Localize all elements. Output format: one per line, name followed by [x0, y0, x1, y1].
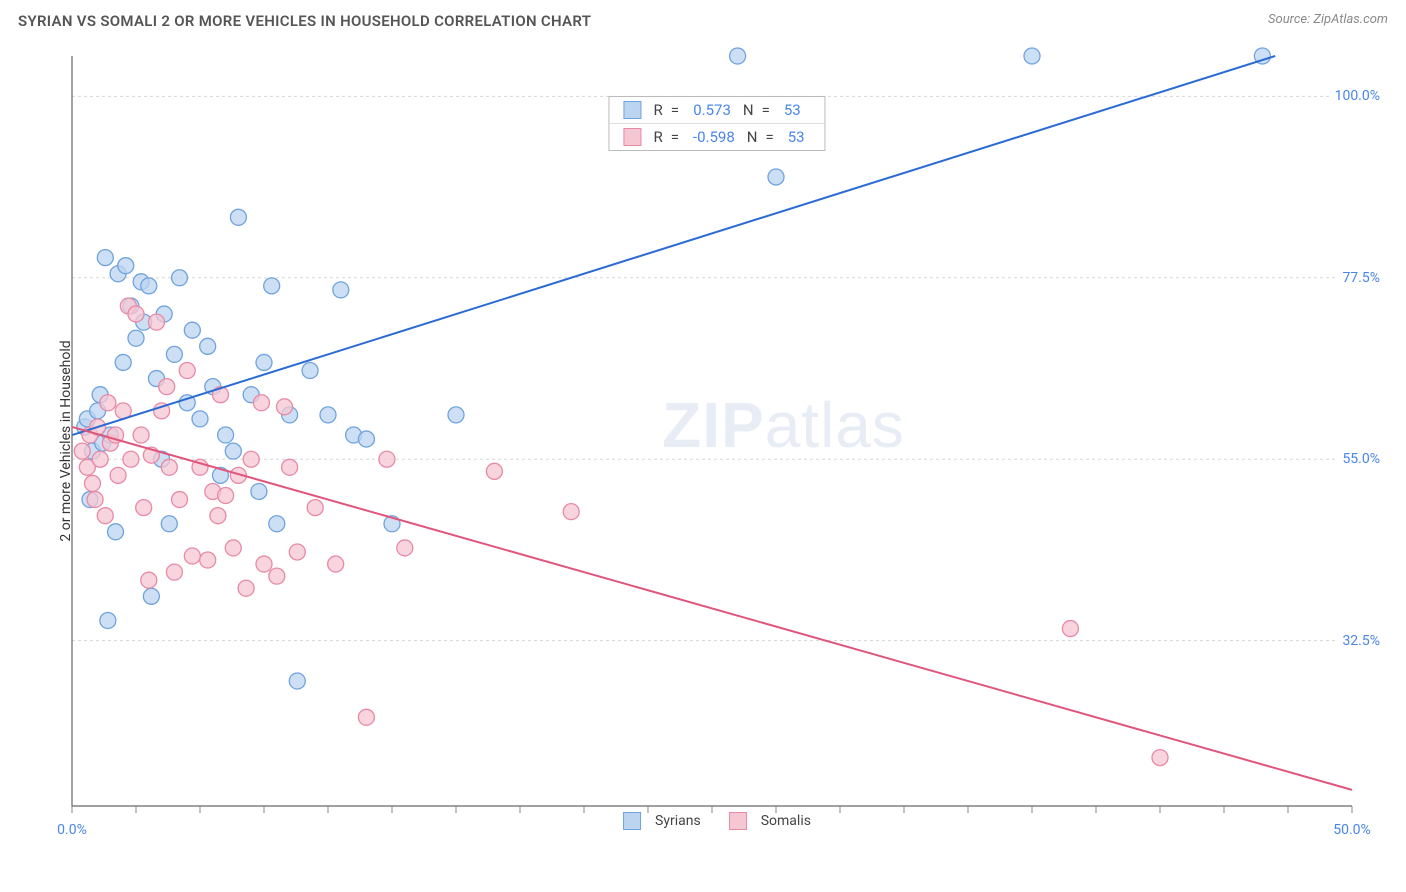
eq-sign: =	[760, 101, 772, 119]
legend-swatch	[623, 101, 641, 119]
eq-sign: =	[669, 101, 681, 119]
n-label: N	[747, 128, 758, 146]
series-legend-label: Somalis	[761, 813, 811, 829]
correlation-legend: R=0.573N=53R=-0.598N=53	[608, 96, 825, 151]
y-tick-label: 77.5%	[1338, 270, 1384, 286]
chart-header: SYRIAN VS SOMALI 2 OR MORE VEHICLES IN H…	[0, 0, 1406, 46]
legend-swatch	[623, 812, 641, 830]
y-tick-label: 100.0%	[1331, 88, 1384, 104]
eq-sign: =	[669, 128, 681, 146]
r-value: -0.598	[687, 128, 741, 146]
legend-swatch	[729, 812, 747, 830]
series-legend-item: Syrians	[623, 812, 701, 830]
r-label: R	[653, 101, 662, 119]
n-value: 53	[782, 128, 811, 146]
r-value: 0.573	[687, 101, 737, 119]
series-legend-item: Somalis	[729, 812, 811, 830]
correlation-legend-row: R = -0.598 N = 53	[609, 123, 824, 150]
n-label: N	[743, 101, 754, 119]
series-legend-label: Syrians	[655, 813, 701, 829]
x-tick-label: 0.0%	[57, 822, 87, 838]
x-tick-label: 50.0%	[1333, 822, 1371, 838]
y-tick-label: 32.5%	[1338, 633, 1384, 649]
plot-area: 2 or more Vehicles in Household ZIPatlas…	[52, 46, 1382, 836]
scatter-chart-svg	[52, 46, 1382, 836]
source-attribution: Source: ZipAtlas.com	[1268, 12, 1388, 27]
correlation-legend-row: R = 0.573 N = 53	[609, 97, 824, 123]
chart-title: SYRIAN VS SOMALI 2 OR MORE VEHICLES IN H…	[18, 12, 591, 30]
legend-swatch	[623, 128, 641, 146]
r-label: R	[653, 128, 662, 146]
series-legend: Syrians Somalis	[623, 812, 811, 830]
y-tick-label: 55.0%	[1338, 451, 1384, 467]
eq-sign: =	[763, 128, 775, 146]
n-value: 53	[778, 101, 807, 119]
